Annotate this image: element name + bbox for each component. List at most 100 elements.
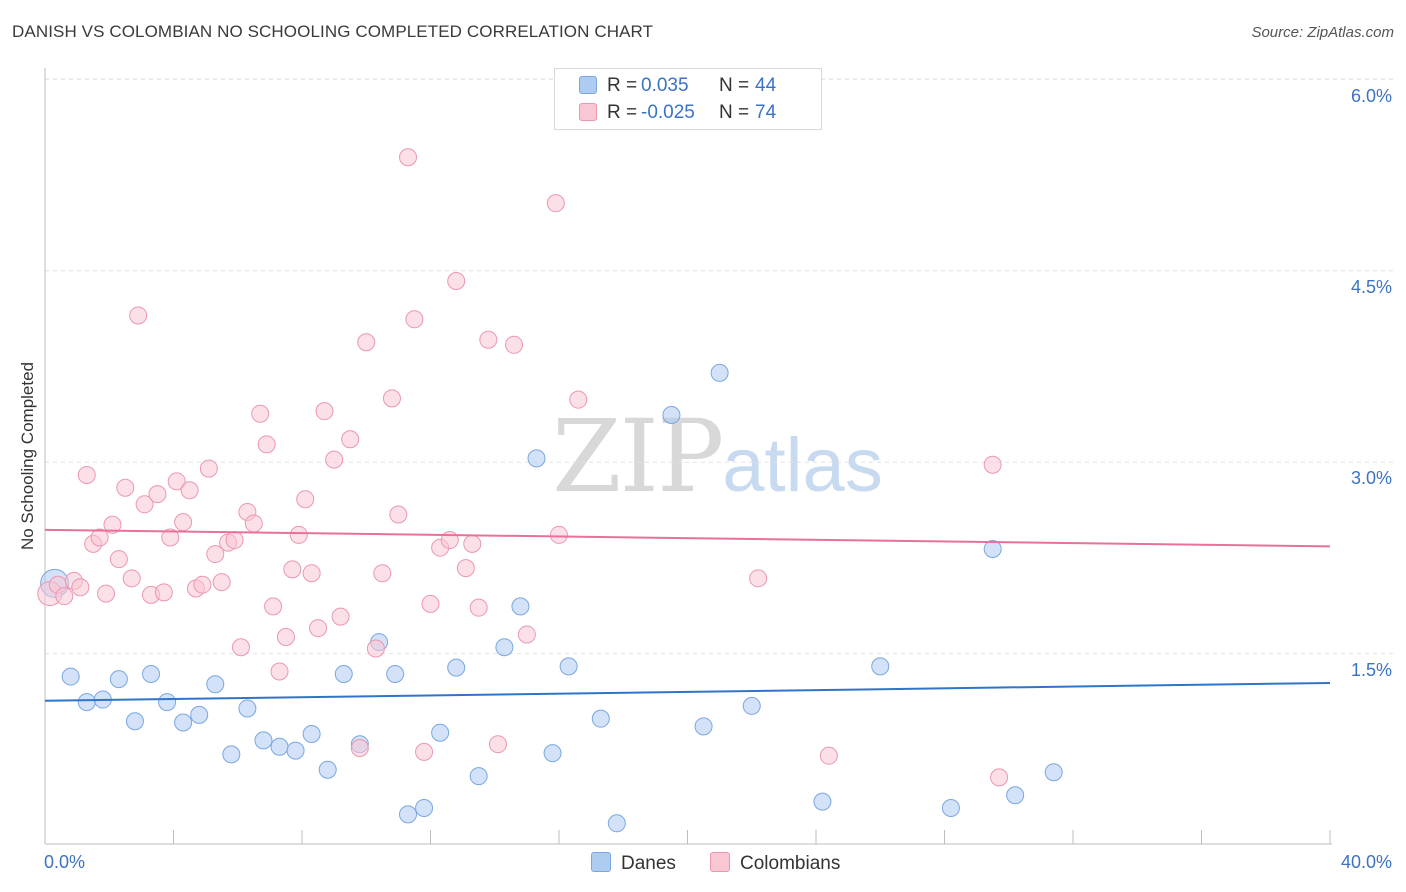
legend-row-danes: R = 0.035 N = 44 [579, 75, 776, 99]
danes-point [386, 665, 405, 684]
legend-label-colombians: Colombians [740, 853, 841, 874]
colombians-point [302, 564, 321, 583]
colombians-point [174, 513, 193, 532]
r-label: R = [607, 75, 638, 96]
danes-point [469, 767, 488, 786]
danes-trend-line [44, 681, 1331, 702]
colombians-point [296, 490, 315, 509]
colombians-point [373, 564, 392, 583]
danes-point [399, 805, 418, 824]
colombians-trend-line [44, 528, 1331, 548]
colombians-point [148, 485, 167, 504]
danes-point [871, 657, 890, 676]
danes-point [543, 744, 562, 763]
danes-point [591, 709, 610, 728]
y-tick-label: 6.0% [1350, 86, 1392, 106]
y-tick-label: 4.5% [1350, 277, 1392, 297]
x-tick-label-max: 40.0% [1340, 852, 1392, 872]
source-label: Source: ZipAtlas.com [1251, 24, 1394, 41]
colombians-point [71, 578, 90, 597]
legend-label-danes: Danes [621, 853, 676, 874]
danes-point [415, 798, 434, 817]
danes-point [431, 723, 450, 742]
danes-point [109, 670, 128, 689]
danes-point [694, 717, 713, 736]
colombians-point [231, 638, 250, 657]
legend-swatch-danes [579, 76, 597, 94]
colombians-point [357, 333, 376, 352]
colombians-point [193, 575, 212, 594]
danes-point [1044, 763, 1063, 782]
n-label: N = [719, 75, 750, 96]
y-tick-label: 1.5% [1350, 660, 1392, 680]
danes-point [238, 699, 257, 718]
danes-point [662, 405, 681, 424]
legend-row-colombians: R = -0.025 N = 74 [579, 102, 776, 126]
colombians-point [225, 531, 244, 550]
legend-item-colombians: Colombians [710, 852, 840, 878]
colombians-point [550, 525, 568, 544]
colombians-point [382, 389, 401, 408]
danes-point [559, 657, 578, 676]
y-tick-label: 3.0% [1350, 468, 1392, 488]
danes-point [527, 449, 546, 468]
legend-swatch-danes [591, 852, 611, 872]
colombians-point [199, 459, 218, 478]
colombians-point [399, 148, 418, 167]
colombians-point [129, 306, 148, 325]
colombians-point [341, 430, 360, 449]
colombians-point [488, 735, 507, 754]
danes-point [1006, 786, 1025, 805]
danes-point [270, 737, 289, 756]
colombians-point [325, 450, 344, 469]
watermark-zip: ZIP [552, 398, 724, 515]
danes-point [607, 814, 626, 833]
colombians-point [180, 481, 199, 500]
colombians-point [389, 505, 408, 524]
colombians-point [109, 550, 128, 569]
correlation-legend: R = 0.035 N = 44 R = -0.025 N = 74 [554, 68, 822, 130]
colombians-point [276, 628, 295, 647]
danes-point [77, 693, 96, 712]
colombians-point [350, 739, 369, 758]
colombians-point [517, 625, 536, 644]
danes-point [142, 665, 161, 684]
danes-point [254, 731, 273, 750]
colombians-point [257, 435, 276, 454]
colombians-point [366, 639, 385, 658]
danes-point [941, 798, 960, 817]
colombians-point [212, 573, 231, 592]
danes-point [286, 741, 305, 760]
colombians-point [505, 335, 524, 354]
colombians-point [244, 514, 263, 533]
legend-swatch-colombians [710, 852, 730, 872]
danes-point [125, 712, 144, 731]
colombians-point [135, 495, 154, 514]
colombians-point [990, 768, 1009, 787]
danes-point [206, 675, 225, 694]
colombians-point [447, 272, 466, 291]
legend-swatch-colombians [579, 103, 597, 121]
colombians-point [309, 619, 328, 638]
colombians-point [456, 559, 475, 578]
watermark: ZIPatlas [552, 398, 883, 515]
colombians-point [749, 569, 768, 588]
chart-title: DANISH VS COLOMBIAN NO SCHOOLING COMPLET… [12, 22, 654, 41]
colombians-point [983, 455, 1002, 474]
y-axis-label: No Schooling Completed [18, 361, 37, 551]
colombians-point [469, 598, 488, 617]
danes-point [742, 696, 761, 715]
n-value: 44 [755, 75, 777, 96]
colombians-point [55, 587, 74, 606]
danes-point [813, 792, 832, 811]
n-label: N = [719, 102, 750, 123]
colombians-point [546, 194, 565, 213]
danes-point [447, 658, 466, 677]
r-label: R = [607, 102, 638, 123]
colombians-point [97, 584, 116, 603]
colombians-point [315, 402, 334, 421]
r-value: 0.035 [641, 75, 689, 96]
colombians-point [479, 330, 498, 349]
colombians-point [206, 545, 225, 564]
